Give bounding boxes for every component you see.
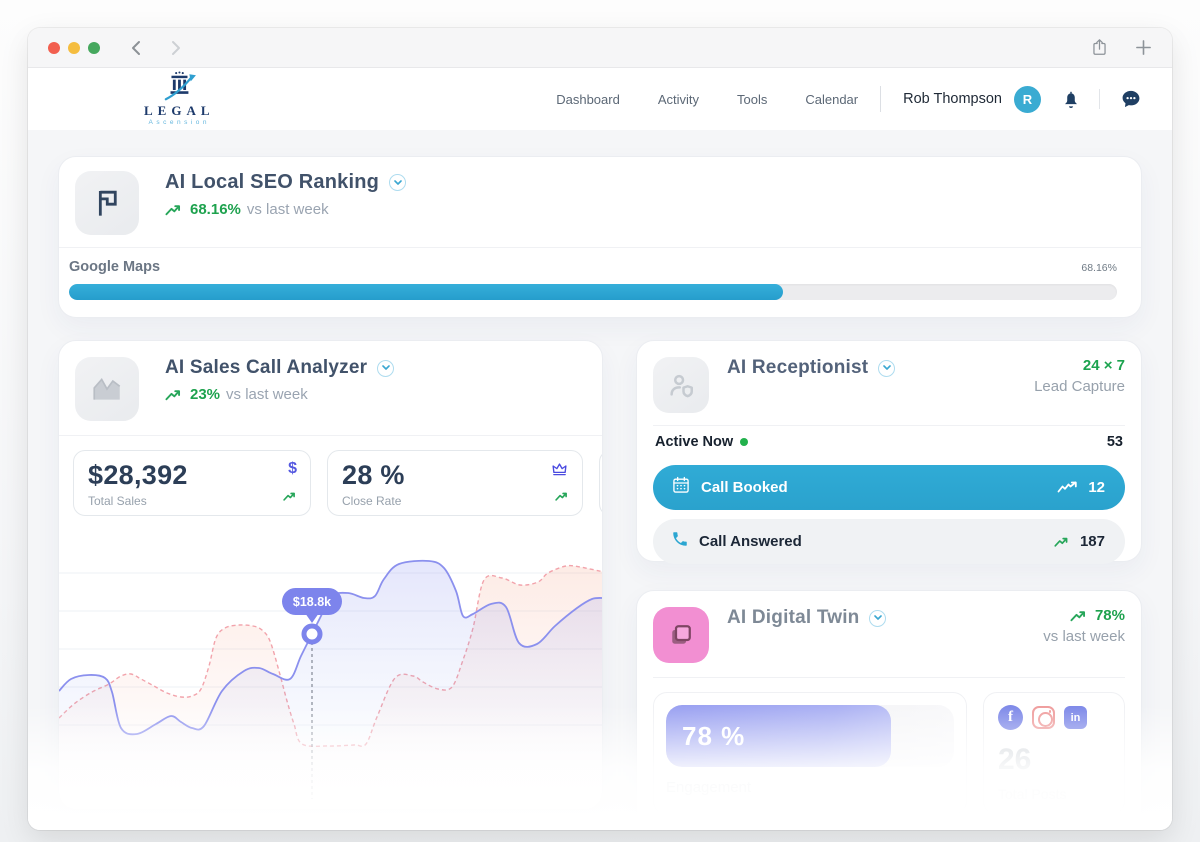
trend-up-icon xyxy=(1070,610,1085,621)
chevron-down-icon[interactable] xyxy=(869,609,887,627)
seo-metric-value: 68.16% xyxy=(1081,262,1117,274)
header-divider-2 xyxy=(1099,89,1100,109)
browser-window: LEGAL Ascension Dashboard Activity Tools… xyxy=(28,28,1172,830)
active-now-label: Active Now xyxy=(655,434,749,450)
forward-icon[interactable] xyxy=(168,39,184,57)
call-booked-value: 12 xyxy=(1088,479,1105,496)
logo-title: LEGAL xyxy=(144,103,215,119)
new-tab-icon[interactable] xyxy=(1135,39,1152,56)
call-answered-value: 187 xyxy=(1079,533,1105,550)
stat-close-rate[interactable]: 28 % Close Rate xyxy=(327,450,583,516)
card-ai-digital-twin: AI Digital Twin 78% vs last week xyxy=(636,590,1142,830)
engagement-progress-bar: 78 % xyxy=(666,705,954,767)
messages-chat-icon[interactable] xyxy=(1120,88,1142,110)
crown-icon xyxy=(550,460,569,483)
maximize-window-button[interactable] xyxy=(88,41,100,54)
seo-progress-fill xyxy=(69,284,784,300)
online-dot-icon xyxy=(740,438,749,446)
flag-icon xyxy=(75,171,139,235)
active-now-value: 53 xyxy=(1106,434,1123,450)
engagement-progress-fill: 78 % xyxy=(666,705,891,767)
call-answered-label: Call Answered xyxy=(699,533,802,550)
top-nav: Dashboard Activity Tools Calendar xyxy=(556,92,858,107)
close-rate-label: Close Rate xyxy=(342,494,402,508)
calendar-icon xyxy=(671,475,691,500)
seo-delta: 68.16% xyxy=(190,201,241,218)
mini-trend-up-icon xyxy=(555,489,570,507)
seo-card-title: AI Local SEO Ranking xyxy=(165,171,407,194)
digital-twin-icon xyxy=(653,607,709,663)
logo-pillar-icon xyxy=(164,71,197,101)
nav-dashboard[interactable]: Dashboard xyxy=(556,91,620,107)
total-posts-value: 26 xyxy=(998,743,1032,776)
close-window-button[interactable] xyxy=(48,41,60,54)
card-ai-receptionist: AI Receptionist 24 × 7 Lead Capture Acti… xyxy=(636,340,1142,564)
app-header: LEGAL Ascension Dashboard Activity Tools… xyxy=(28,68,1172,130)
seo-progress-bar xyxy=(69,284,1117,300)
minimize-window-button[interactable] xyxy=(68,41,80,54)
sales-chart: $18.8k xyxy=(59,546,602,809)
mini-trend-up-icon xyxy=(283,489,298,507)
back-icon[interactable] xyxy=(128,39,144,57)
nav-tools[interactable]: Tools xyxy=(737,91,768,107)
avatar[interactable]: R xyxy=(1014,85,1041,113)
header-divider xyxy=(880,86,882,112)
digital-twin-delta: 78% xyxy=(1094,607,1125,624)
browser-chrome xyxy=(28,28,1172,68)
stat-total-sales[interactable]: $28,392 Total Sales $ xyxy=(73,450,311,516)
receptionist-person-shield-icon xyxy=(653,357,709,413)
user-name[interactable]: Rob Thompson xyxy=(903,91,1002,107)
card-ai-sales-call-analyzer: AI Sales Call Analyzer 23% vs last week … xyxy=(58,340,603,810)
dollar-icon: $ xyxy=(288,460,297,477)
chevron-down-icon[interactable] xyxy=(389,174,407,191)
sales-card-title: AI Sales Call Analyzer xyxy=(165,357,395,379)
seo-metric-label: Google Maps xyxy=(69,259,161,275)
facebook-icon[interactable]: f xyxy=(998,705,1023,730)
total-posts-label: Total Posts xyxy=(998,786,1067,802)
logo-subtitle: Ascension xyxy=(148,119,210,127)
linkedin-icon[interactable]: in xyxy=(1064,706,1087,729)
trend-up-icon xyxy=(165,389,181,400)
trend-up-icon xyxy=(1054,537,1068,547)
total-sales-label: Total Sales xyxy=(88,494,147,508)
engagement-box: 78 % Engagement xyxy=(653,692,967,815)
dashboard-main: AI Local SEO Ranking 68.16% vs last week… xyxy=(28,130,1172,830)
sales-delta-suffix: vs last week xyxy=(226,386,308,403)
social-posts-box: f in 26 Total Posts xyxy=(983,692,1125,815)
zigzag-trend-icon xyxy=(1057,481,1078,493)
chart-tooltip-value: $18.8k xyxy=(293,595,331,609)
notifications-bell-icon[interactable] xyxy=(1061,89,1081,110)
card-ai-local-seo-ranking: AI Local SEO Ranking 68.16% vs last week… xyxy=(58,156,1142,318)
nav-calendar[interactable]: Calendar xyxy=(805,91,859,107)
share-icon[interactable] xyxy=(1090,37,1109,58)
nav-activity[interactable]: Activity xyxy=(657,91,699,107)
close-rate-value: 28 % xyxy=(342,460,405,490)
call-booked-label: Call Booked xyxy=(701,479,788,496)
engagement-label: Engagement xyxy=(666,779,752,796)
sales-delta: 23% xyxy=(190,386,221,403)
window-controls xyxy=(48,41,100,54)
chart-tooltip: $18.8k xyxy=(282,588,342,799)
engagement-percent: 78 % xyxy=(682,720,746,751)
instagram-icon[interactable] xyxy=(1032,706,1055,729)
phone-icon xyxy=(671,530,689,553)
call-booked-row[interactable]: Call Booked 12 xyxy=(653,465,1125,510)
trend-up-icon xyxy=(165,204,181,215)
chevron-down-icon[interactable] xyxy=(878,359,896,377)
digital-twin-card-title: AI Digital Twin xyxy=(727,607,887,629)
chevron-down-icon[interactable] xyxy=(377,359,395,377)
receptionist-card-title: AI Receptionist xyxy=(727,357,896,379)
total-sales-value: $28,392 xyxy=(88,460,188,490)
seo-delta-suffix: vs last week xyxy=(246,201,329,218)
receptionist-badge-top: 24 × 7 xyxy=(1082,357,1125,374)
brand-logo[interactable]: LEGAL Ascension xyxy=(144,71,215,127)
chart-mountain-icon xyxy=(75,357,139,421)
digital-twin-delta-suffix: vs last week xyxy=(1043,628,1125,645)
stat-next-partial[interactable] xyxy=(599,450,602,516)
receptionist-badge-bottom: Lead Capture xyxy=(1034,378,1125,395)
call-answered-row[interactable]: Call Answered 187 xyxy=(653,519,1125,564)
